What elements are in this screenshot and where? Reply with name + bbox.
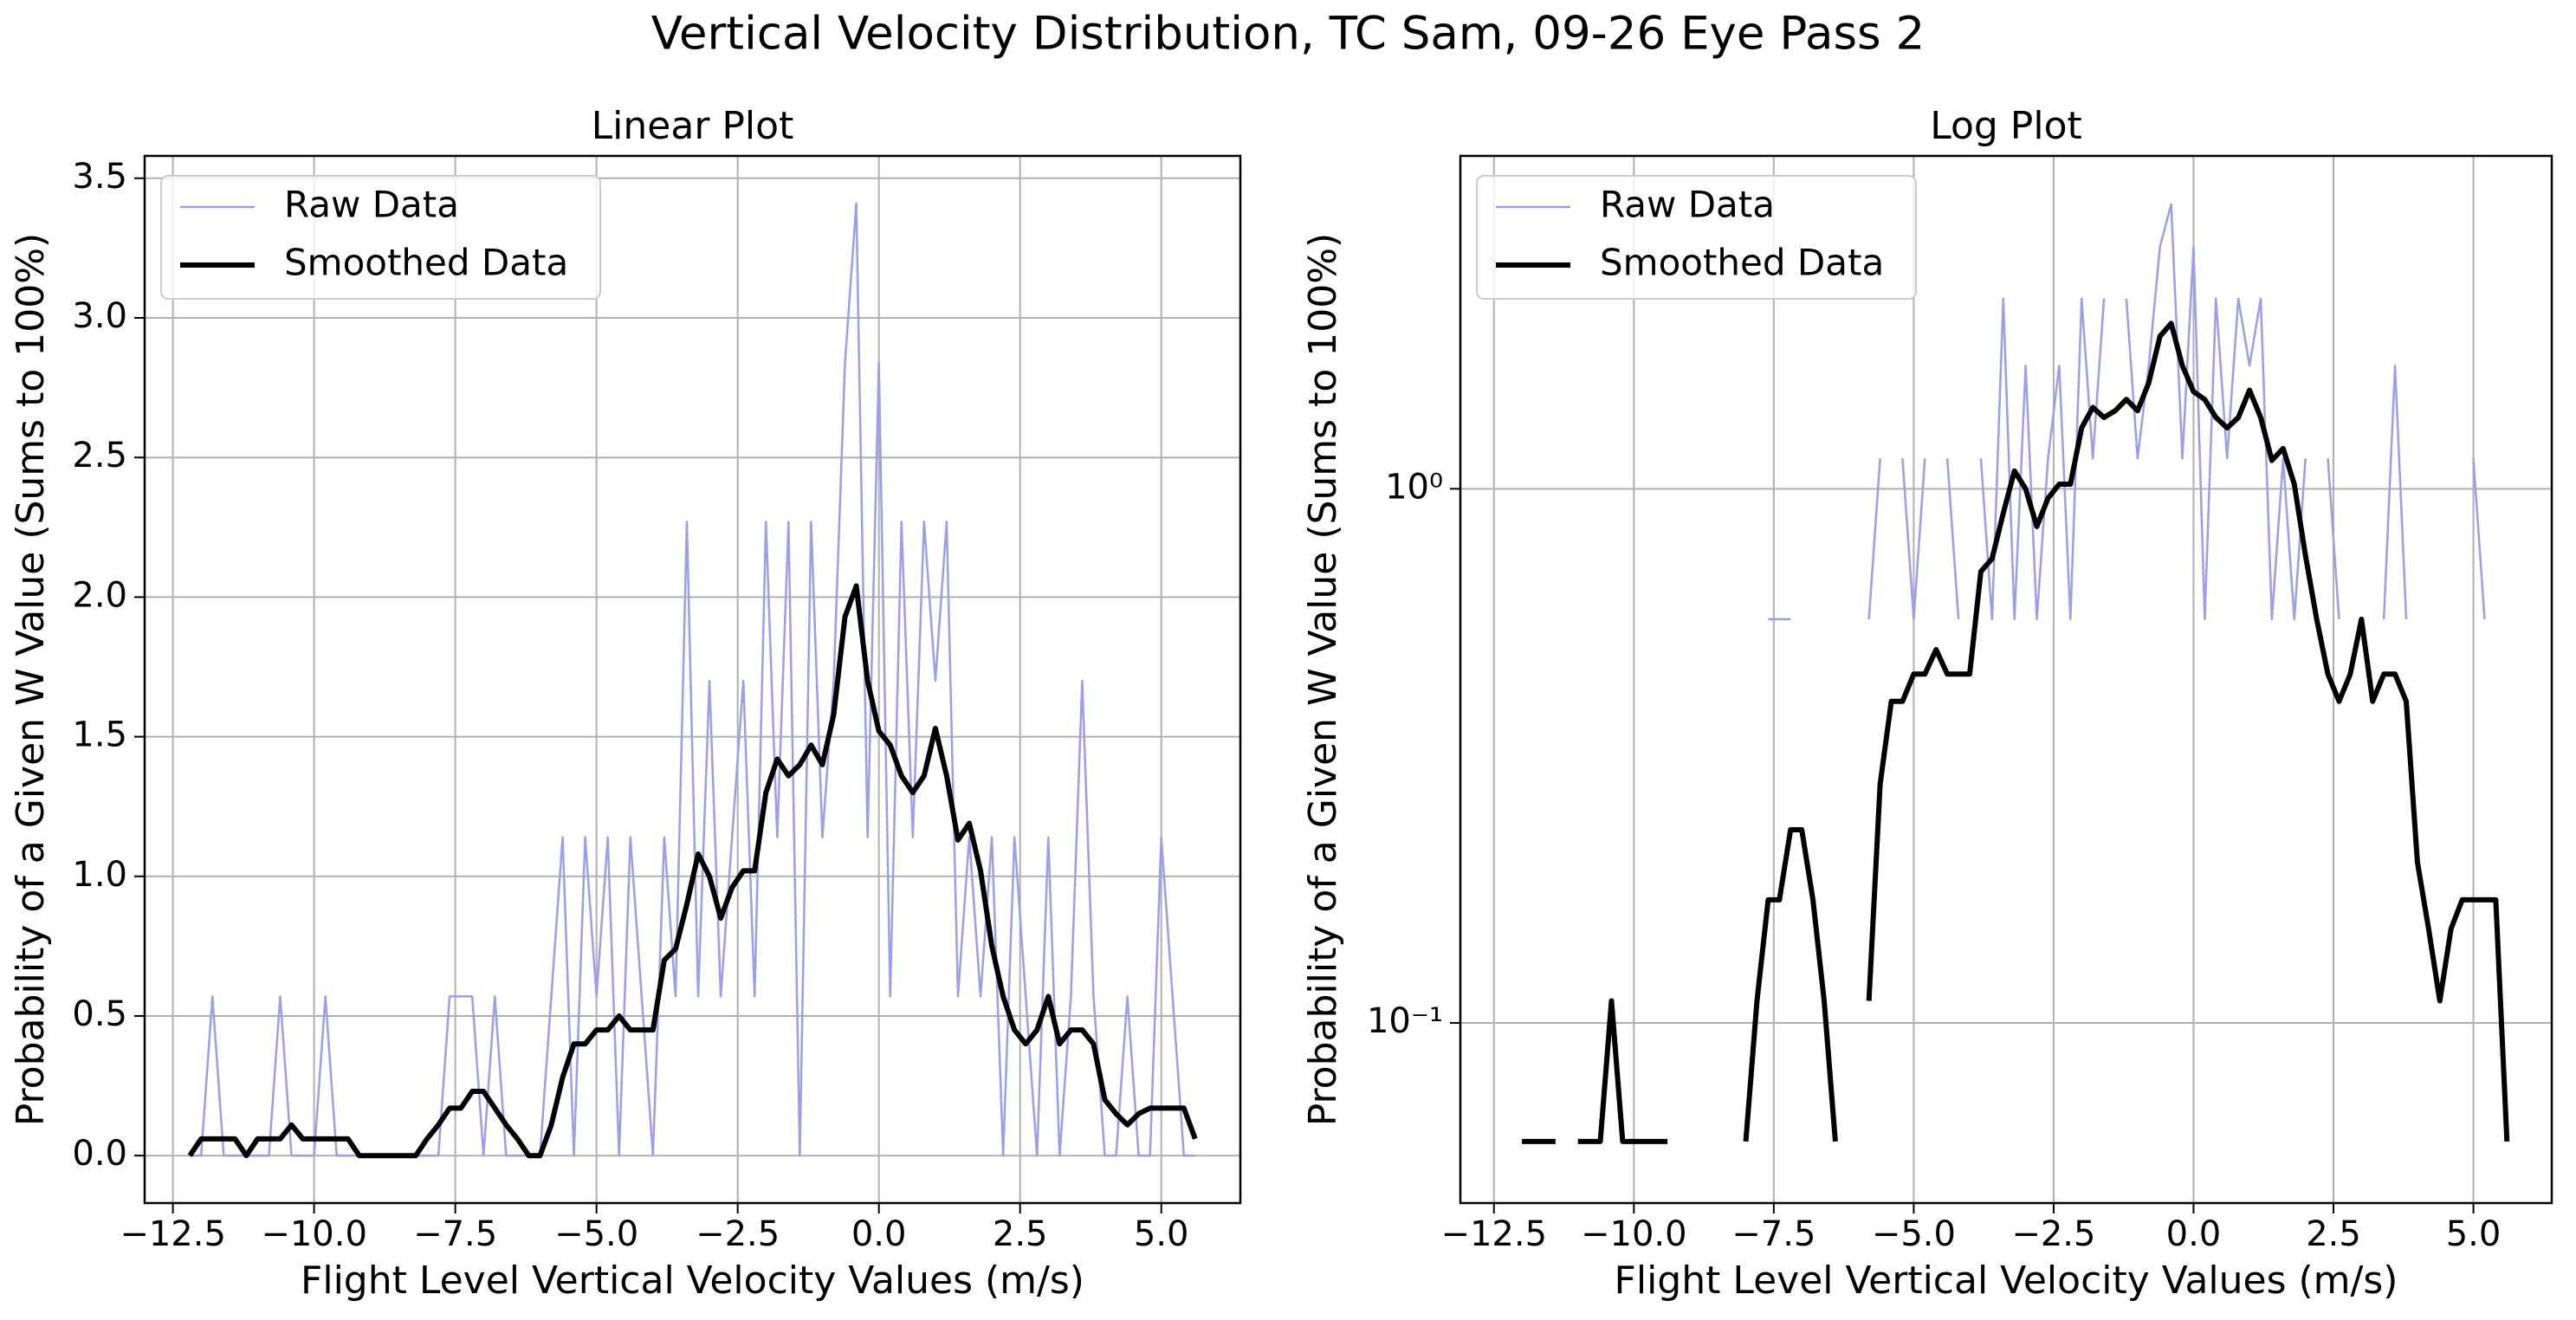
- y-axis-label: Probability of a Given W Value (Sums to …: [9, 233, 53, 1126]
- x-tick-label: 5.0: [2446, 1214, 2502, 1254]
- x-tick-label: 0.0: [2166, 1214, 2222, 1254]
- subplot: Log Plot Flight Level Vertical Velocity V…: [1301, 104, 2553, 1303]
- x-tick-label: 2.5: [2306, 1214, 2361, 1254]
- y-tick-label: 0.5: [72, 994, 127, 1034]
- x-tick-label: −10.0: [1581, 1214, 1687, 1254]
- y-axis-label: Probability of a Given W Value (Sums to …: [1301, 233, 1345, 1126]
- data-line: [1768, 203, 2486, 621]
- y-tick-label: 3.5: [72, 157, 127, 197]
- plot-area: [187, 202, 1198, 1159]
- x-tick-label: 2.5: [993, 1214, 1048, 1254]
- legend: Raw Data Smoothed Data: [160, 175, 601, 300]
- x-tick-label: −2.5: [2011, 1214, 2095, 1254]
- axes-frame: [1459, 154, 2553, 1205]
- data-line: [187, 583, 1198, 1159]
- x-tick-label: −10.0: [261, 1214, 367, 1254]
- x-tick-label: 0.0: [851, 1214, 907, 1254]
- data-line: [1522, 320, 2510, 1144]
- y-tick-label: 2.0: [72, 575, 127, 615]
- x-tick-label: −7.5: [413, 1214, 497, 1254]
- axes-frame: [143, 154, 1242, 1205]
- x-tick-label: −12.5: [1440, 1214, 1547, 1254]
- subplot-title: Linear Plot: [592, 104, 794, 148]
- y-tick-label: 0.0: [72, 1134, 127, 1174]
- legend-label: Raw Data: [1600, 184, 1775, 226]
- figure-title: Vertical Velocity Distribution, TC Sam, …: [651, 8, 1925, 61]
- x-tick-label: −12.5: [120, 1214, 226, 1254]
- x-axis-label: Flight Level Vertical Velocity Values (m…: [1615, 1259, 2398, 1303]
- subplot-title: Log Plot: [1930, 104, 2082, 148]
- x-tick-label: −5.0: [554, 1214, 638, 1254]
- y-tick-label: 2.5: [72, 436, 127, 476]
- y-tick-label: 10⁻¹: [1367, 1001, 1443, 1041]
- y-tick-label: 1.0: [72, 855, 127, 895]
- legend-label: Smoothed Data: [284, 242, 568, 284]
- x-axis-label: Flight Level Vertical Velocity Values (m…: [301, 1259, 1084, 1303]
- x-tick-label: −5.0: [1872, 1214, 1956, 1254]
- x-tick-label: −2.5: [696, 1214, 780, 1254]
- x-tick-label: 5.0: [1134, 1214, 1189, 1254]
- legend-box: [160, 175, 601, 300]
- legend: Raw Data Smoothed Data: [1476, 175, 1917, 300]
- y-tick-label: 1.5: [72, 715, 127, 755]
- subplot: Linear Plot Flight Level Vertical Velocit…: [9, 104, 1242, 1303]
- x-tick-label: −7.5: [1731, 1214, 1815, 1254]
- y-tick-label: 3.0: [72, 296, 127, 336]
- legend-label: Smoothed Data: [1600, 242, 1884, 284]
- legend-box: [1476, 175, 1917, 300]
- plot-area: [1522, 203, 2510, 1144]
- legend-label: Raw Data: [284, 184, 459, 226]
- y-tick-label: 10⁰: [1385, 467, 1443, 507]
